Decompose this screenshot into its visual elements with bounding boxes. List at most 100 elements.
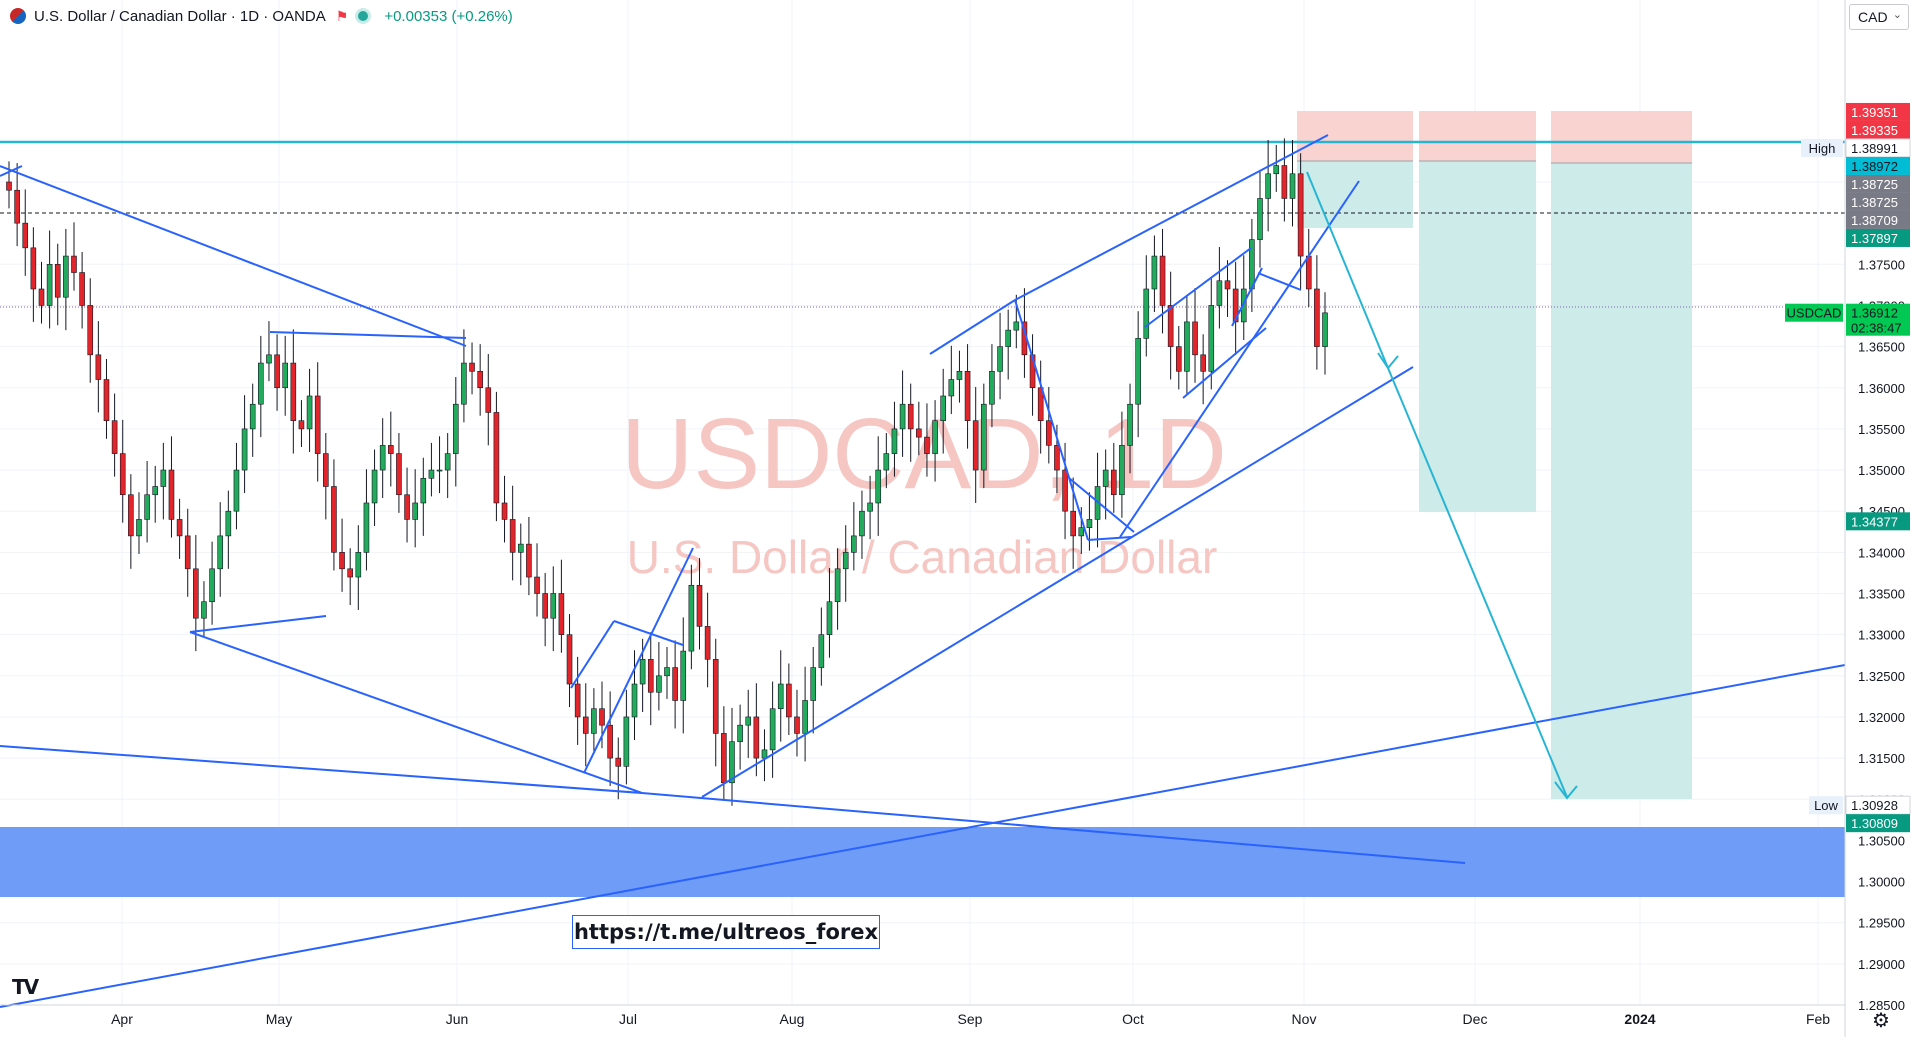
price-tick-label: 1.34000 [1858,545,1905,560]
candle [176,498,183,559]
candle [347,548,353,606]
candle [883,433,890,489]
price-label-text: 1.34377 [1851,514,1898,529]
trendline[interactable] [583,547,694,774]
candle [485,354,492,446]
trendline[interactable] [0,745,643,794]
trendline[interactable] [1119,180,1360,538]
candle [851,502,857,571]
candle-body [883,453,890,471]
candle [940,368,946,454]
price-label[interactable]: 1.38725 [1846,174,1910,193]
price-label[interactable]: 1.37897 [1846,228,1910,247]
trendline[interactable] [570,620,615,689]
candle-body [233,469,240,512]
tradingview-logo-icon[interactable]: TV [12,975,39,999]
symbol-title[interactable]: U.S. Dollar / Canadian Dollar · 1D · OAN… [34,7,326,25]
candle [1192,288,1198,383]
candle-body [339,552,345,570]
price-label[interactable]: 1.30928 Low [1809,795,1911,815]
price-label[interactable]: 1.38972 [1846,156,1910,175]
trendline[interactable] [1087,536,1132,541]
candle-body [1102,469,1109,487]
candle-body [656,675,662,693]
trendline[interactable] [1068,477,1135,533]
candle-body [1265,173,1271,199]
candle [875,436,882,536]
candle [331,459,337,571]
trendline[interactable] [189,615,327,633]
price-label-bg [1846,174,1910,193]
candle-body [323,453,329,487]
candle [1046,386,1052,464]
candle-body [314,395,321,454]
candle [258,335,264,438]
candle [721,706,727,801]
flag-marker-icon[interactable]: ⚑ [335,7,349,24]
candle [22,189,29,276]
trendline[interactable] [0,165,467,347]
candle-body [1078,527,1085,537]
price-label[interactable]: 1.34377 [1846,512,1910,531]
candle-body [379,445,386,471]
candle-body [371,469,378,504]
candle [412,469,418,548]
price-label[interactable]: 1.38709 [1846,210,1910,229]
trendline[interactable] [929,299,1016,355]
short-position-2-target-zone [1419,161,1536,512]
trendline[interactable] [641,792,1466,864]
candle-body [209,568,215,603]
trendline[interactable] [189,631,643,794]
candle [1281,138,1288,222]
candle-body [972,420,979,471]
price-label[interactable]: 1.38991 High [1801,138,1911,158]
candle-body [1151,255,1158,290]
telegram-link[interactable]: https://t.me/ultreos_forex [572,915,880,949]
candle [1086,492,1093,551]
price-axis[interactable]: 1.385001.375001.370001.365001.360001.355… [1785,0,1919,1037]
trendline[interactable] [269,331,467,339]
price-label[interactable]: 1.39351 [1846,102,1910,121]
trendline[interactable] [1257,272,1302,291]
price-label[interactable]: 1.39335 [1846,120,1910,139]
chevron-down-icon: ⌄ [1892,9,1902,21]
candle [1159,228,1166,334]
time-tick-label: May [266,1011,292,1027]
candle-body [54,263,61,298]
short-position-2-stop-zone [1419,111,1536,161]
candle-body [1070,510,1076,537]
candle [314,362,321,482]
trendline[interactable] [613,620,684,646]
candle [948,345,955,415]
candle-body [607,724,613,759]
candle [761,729,768,782]
price-label-bg [1846,156,1910,175]
settings-icon[interactable]: ⚙ [1872,1010,1890,1032]
trendline[interactable] [1182,327,1267,399]
price-label-text: 1.30809 [1851,816,1898,831]
trendline[interactable] [701,366,1414,798]
candle [664,646,670,699]
candle-body [30,247,37,290]
trendline[interactable] [0,664,1846,1008]
trendline[interactable] [1014,134,1329,301]
price-tick-label: 1.31500 [1858,751,1905,766]
trendline[interactable] [1144,247,1252,328]
trendline[interactable] [1231,267,1263,327]
time-axis[interactable]: Apr May Jun Jul Aug Sep Oct Nov Dec 2024 Feb [0,1004,1845,1027]
candle [323,433,329,520]
trendline[interactable] [0,165,23,177]
candle-body [582,716,589,734]
price-label[interactable]: 1.38725 [1846,192,1910,211]
currency-selector[interactable]: CAD ⌄ [1849,4,1909,30]
candle [802,666,808,762]
candle-body [95,354,102,380]
candle-body [1322,312,1328,347]
price-label[interactable]: 1.30809 [1846,814,1910,833]
candle [420,457,427,536]
candle [729,707,735,806]
trendline[interactable] [1014,299,1089,541]
candle-body [168,469,175,520]
